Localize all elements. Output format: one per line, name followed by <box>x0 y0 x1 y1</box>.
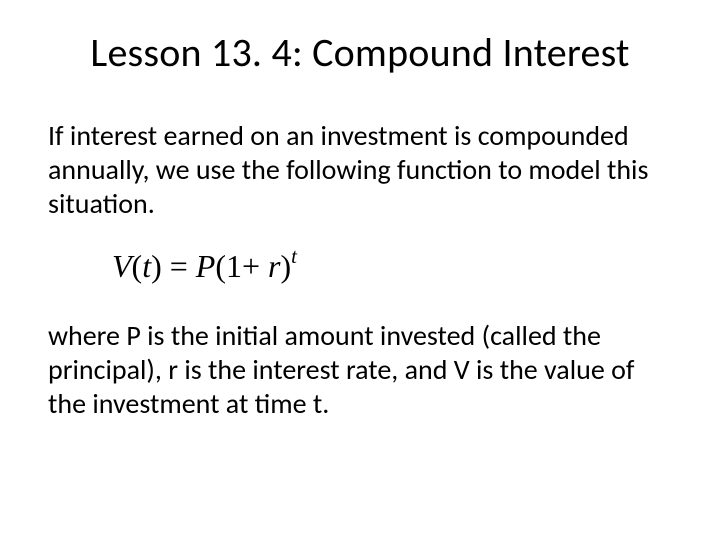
formula-r: r <box>268 248 280 284</box>
formula-P: P <box>196 248 216 284</box>
formula-one: 1 <box>226 248 242 284</box>
slide: Lesson 13. 4: Compound Interest If inter… <box>0 0 720 540</box>
compound-interest-formula: V(t) = P(1+ r)t <box>112 248 297 284</box>
closing-paragraph: where P is the initial amount invested (… <box>48 319 672 421</box>
intro-paragraph: If interest earned on an investment is c… <box>48 119 672 221</box>
formula-exp: t <box>291 245 297 268</box>
formula-arg: t <box>142 248 151 284</box>
formula-block: V(t) = P(1+ r)t <box>48 247 672 285</box>
slide-title: Lesson 13. 4: Compound Interest <box>48 28 672 77</box>
formula-fn: V <box>112 248 132 284</box>
